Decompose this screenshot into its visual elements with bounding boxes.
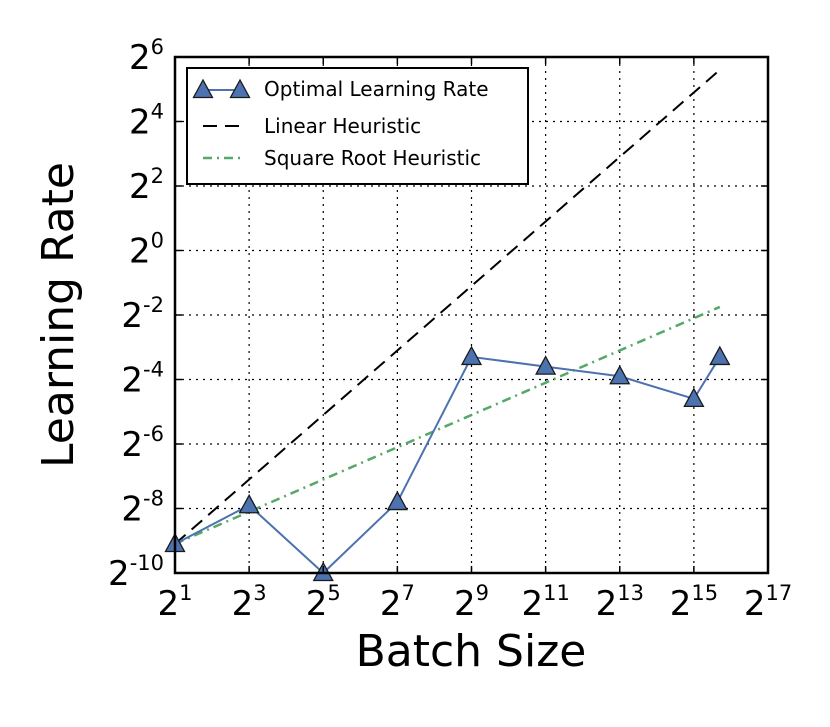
data-point-marker [238,493,260,514]
legend-marker-optimal [229,78,251,99]
x-tick-label: 27 [380,581,415,624]
legend-label-sqrt: Square Root Heuristic [264,146,481,170]
data-point-marker [535,355,557,375]
x-tick-label: 23 [232,581,267,624]
y-tick-label: 20 [129,229,164,272]
series-line-dashed [174,69,721,545]
data-point-marker [460,345,483,366]
data-point-marker [609,364,631,385]
y-tick-label: 2-10 [108,551,164,594]
legend-label-optimal: Optimal Learning Rate [264,77,489,101]
y-tick-label: 24 [129,100,164,143]
series-line-dash-dot [174,305,721,546]
y-tick-label: 2-4 [121,358,164,401]
legend-symbol-optimal [192,78,251,99]
legend-label-linear: Linear Heuristic [264,114,421,138]
x-axis-label: Batch Size [356,626,587,677]
x-tick-label: 29 [454,581,489,624]
x-tick-label: 213 [596,581,644,624]
data-point-marker [386,490,408,511]
legend: Optimal Learning Rate Linear Heuristic S… [186,67,529,185]
x-tick-label: 25 [306,581,341,624]
data-point-marker [683,387,705,408]
y-tick-label: 26 [129,35,164,78]
x-tick-labels: 21 23 25 27 29 211 213 215 217 [157,57,792,624]
legend-marker-optimal [192,78,214,99]
x-tick-label: 215 [670,581,718,624]
plot-frame [173,55,770,575]
y-axis-label: Learning Rate [33,162,84,468]
series-line-solid-triangle-markers [174,355,721,575]
y-tick-label: 22 [129,164,164,207]
y-tick-label: 2-6 [121,422,164,465]
x-tick-label: 211 [521,581,569,624]
data-point-marker [709,345,731,366]
x-tick-label: 217 [744,581,792,624]
x-tick-label: 21 [157,581,192,624]
y-tick-label: 2-2 [121,293,164,336]
y-tick-label: 2-8 [121,487,164,530]
